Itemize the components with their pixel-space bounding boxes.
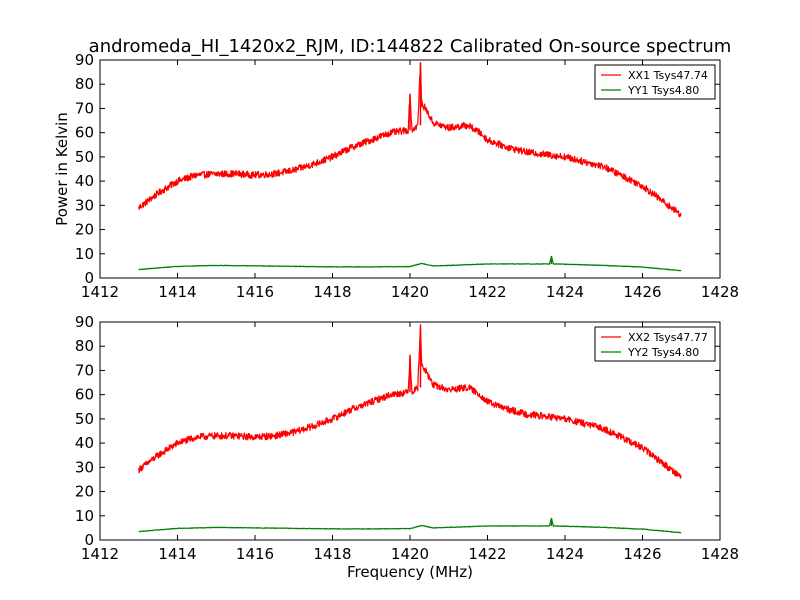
x-tick-label: 1412 xyxy=(81,545,119,563)
x-tick-label: 1422 xyxy=(468,545,506,563)
x-tick-label: 1422 xyxy=(468,283,506,301)
y-tick-label: 20 xyxy=(75,221,94,239)
y-tick-label: 50 xyxy=(75,410,94,428)
y-tick-label: 0 xyxy=(84,269,94,287)
x-tick-label: 1426 xyxy=(623,283,661,301)
legend: XX1 Tsys47.74 YY1 Tsys4.80 xyxy=(594,64,716,100)
x-tick-label: 1424 xyxy=(546,545,584,563)
y-tick-label: 80 xyxy=(75,75,94,93)
y-tick-label: 20 xyxy=(75,483,94,501)
x-tick-label: 1420 xyxy=(391,283,429,301)
x-tick-label: 1420 xyxy=(391,545,429,563)
y-tick-label: 30 xyxy=(75,196,94,214)
y-tick-label: 30 xyxy=(75,458,94,476)
y-tick-label: 40 xyxy=(75,434,94,452)
y-tick-label: 70 xyxy=(75,99,94,117)
x-tick-label: 1424 xyxy=(546,283,584,301)
y-tick-label: 90 xyxy=(75,51,94,69)
green-series-line-1 xyxy=(138,255,682,272)
x-tick-label: 1418 xyxy=(313,283,351,301)
legend-entry: XX2 Tsys47.77 xyxy=(628,331,708,344)
y-tick-label: 60 xyxy=(75,124,94,142)
x-tick-label: 1428 xyxy=(701,283,739,301)
legend-box xyxy=(594,326,716,362)
legend-entry: YY2 Tsys4.80 xyxy=(627,346,699,359)
bottom-subplot: 1412 1414 1416 1418 1420 1422 1424 1426 1428 0 10 2… xyxy=(75,313,739,581)
x-tick-label: 1414 xyxy=(158,545,196,563)
red-series-line-0 xyxy=(138,62,682,218)
y-tick-label: 0 xyxy=(84,531,94,549)
top-subplot: 1412 1414 1416 1418 1420 1422 1424 1426 1428 0 10 2… xyxy=(53,51,739,301)
figure-title: andromeda_HI_1420x2_RJM, ID:144822 Calib… xyxy=(89,36,732,57)
legend-entry: YY1 Tsys4.80 xyxy=(627,84,699,97)
x-tick-label: 1416 xyxy=(236,283,274,301)
legend-box xyxy=(594,64,716,100)
y-tick-label: 10 xyxy=(75,507,94,525)
legend-entry: XX1 Tsys47.74 xyxy=(628,69,708,82)
y-tick-label: 50 xyxy=(75,148,94,166)
x-tick-label: 1414 xyxy=(158,283,196,301)
y-tick-label: 60 xyxy=(75,386,94,404)
green-series-line-1 xyxy=(138,517,682,534)
red-series-line-0 xyxy=(138,326,682,479)
y-axis-label: Power in Kelvin xyxy=(53,112,71,226)
y-tick-label: 80 xyxy=(75,337,94,355)
y-tick-label: 70 xyxy=(75,361,94,379)
legend: XX2 Tsys47.77 YY2 Tsys4.80 xyxy=(594,326,716,362)
x-tick-label: 1416 xyxy=(236,545,274,563)
x-axis-label: Frequency (MHz) xyxy=(347,563,473,581)
x-tick-label: 1418 xyxy=(313,545,351,563)
y-tick-label: 90 xyxy=(75,313,94,331)
series-group xyxy=(138,324,682,534)
x-tick-label: 1428 xyxy=(701,545,739,563)
series-group xyxy=(138,62,682,272)
x-tick-label: 1426 xyxy=(623,545,661,563)
y-tick-label: 10 xyxy=(75,245,94,263)
y-tick-label: 40 xyxy=(75,172,94,190)
x-tick-label: 1412 xyxy=(81,283,119,301)
